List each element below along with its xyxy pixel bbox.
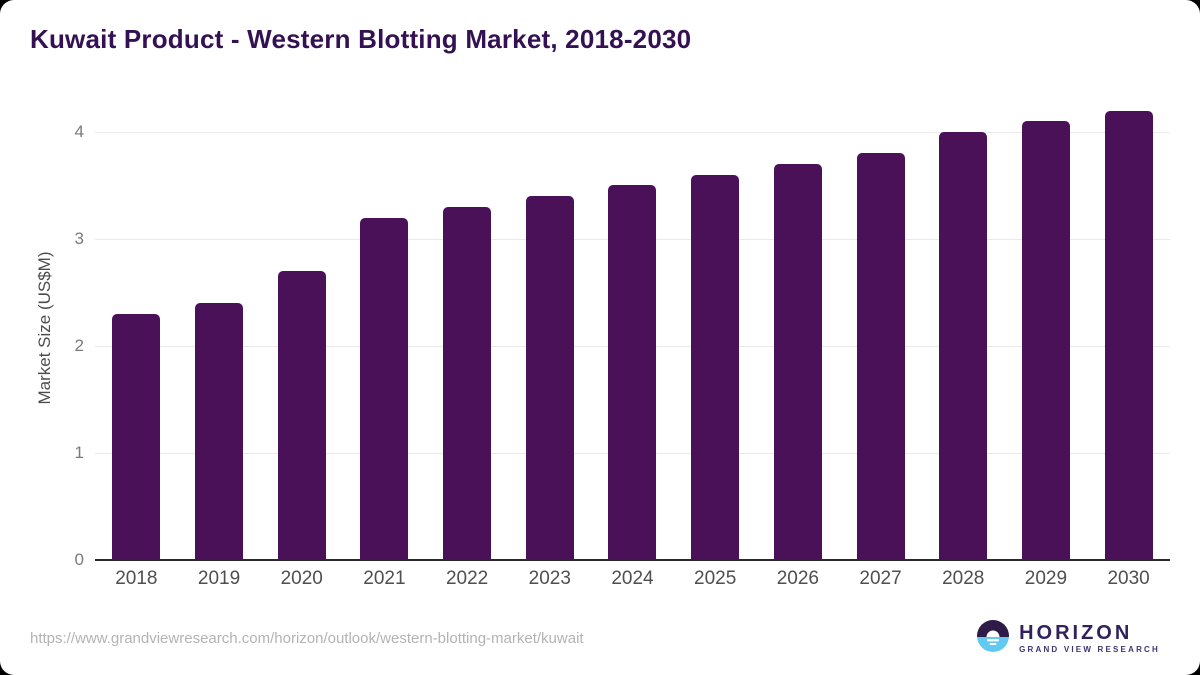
bar-slot-2020 <box>260 105 343 560</box>
y-tick-0: 0 <box>74 550 84 569</box>
y-axis-tick-labels: 0 1 2 3 4 <box>40 105 84 569</box>
bar-slot-2019 <box>178 105 261 560</box>
bar-2027 <box>856 153 905 560</box>
horizon-logo-icon <box>977 620 1010 657</box>
x-tick-2027: 2027 <box>859 568 902 589</box>
bar-2029 <box>1021 121 1070 560</box>
x-tick-2018: 2018 <box>115 568 158 589</box>
bar-slot-2023 <box>508 105 591 560</box>
bar-series <box>95 105 1170 560</box>
x-axis-tick-labels: 2018 2019 2020 2021 2022 2023 2024 2025 2026 2027… <box>95 568 1170 590</box>
bar-slot-2022 <box>426 105 509 560</box>
bar-2021 <box>360 218 409 560</box>
x-tick-2021: 2021 <box>363 568 406 589</box>
bar-slot-2030 <box>1087 105 1170 560</box>
horizon-logo: HORIZON GRAND VIEW RESEARCH <box>977 620 1160 657</box>
bar-slot-2027 <box>839 105 922 560</box>
x-tick-2019: 2019 <box>197 568 241 589</box>
bar-slot-2018 <box>95 105 178 560</box>
horizon-logo-name: HORIZON <box>1019 621 1133 644</box>
bar-2020 <box>277 271 326 560</box>
y-tick-4: 4 <box>74 122 84 141</box>
bar-slot-2029 <box>1005 105 1088 560</box>
bar-2019 <box>195 303 244 560</box>
y-tick-2: 2 <box>74 336 84 355</box>
x-tick-2022: 2022 <box>445 568 489 589</box>
source-url: https://www.grandviewresearch.com/horizo… <box>30 630 584 647</box>
bar-slot-2024 <box>591 105 674 560</box>
bar-2026 <box>773 164 822 560</box>
horizon-logo-text: HORIZON GRAND VIEW RESEARCH <box>1019 623 1160 655</box>
bar-slot-2026 <box>757 105 840 560</box>
gridline-4 <box>95 132 1170 133</box>
bar-2018 <box>112 314 161 560</box>
x-tick-2029: 2029 <box>1024 568 1068 589</box>
x-tick-2028: 2028 <box>942 568 985 589</box>
bar-slot-2021 <box>343 105 426 560</box>
bar-slot-2025 <box>674 105 757 560</box>
bar-2024 <box>608 185 657 560</box>
y-tick-1: 1 <box>74 443 84 462</box>
bar-slot-2028 <box>922 105 1005 560</box>
chart-area <box>95 105 1170 561</box>
y-tick-3: 3 <box>74 229 84 248</box>
chart-title: Kuwait Product - Western Blotting Market… <box>30 24 692 54</box>
x-tick-2030: 2030 <box>1107 568 1150 589</box>
x-tick-2024: 2024 <box>611 568 654 589</box>
bar-2022 <box>443 207 492 560</box>
x-axis-line <box>95 559 1170 561</box>
bar-2030 <box>1104 111 1153 560</box>
bar-2025 <box>691 175 740 560</box>
x-tick-2023: 2023 <box>528 568 571 589</box>
x-tick-2020: 2020 <box>280 568 323 589</box>
bar-2028 <box>939 132 988 560</box>
x-tick-2026: 2026 <box>776 568 819 589</box>
bar-2023 <box>525 196 574 560</box>
x-tick-2025: 2025 <box>694 568 737 589</box>
horizon-logo-tagline: GRAND VIEW RESEARCH <box>1019 644 1160 654</box>
